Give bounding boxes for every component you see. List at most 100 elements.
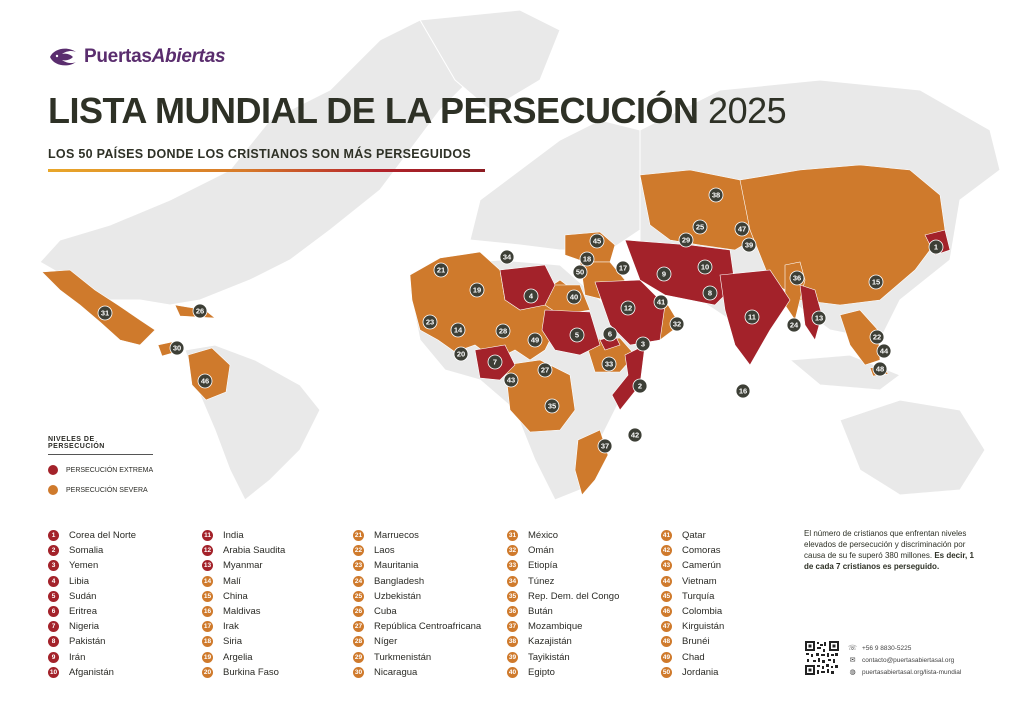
rank-badge: 29 (353, 651, 364, 663)
marker-label: 34 (503, 253, 512, 262)
map-marker[interactable]: 34 (499, 249, 515, 265)
marker-label: 24 (790, 321, 799, 330)
list-item: 47 Kirguistán (661, 619, 811, 634)
map-marker[interactable]: 45 (589, 233, 605, 249)
rank-badge: 8 (48, 636, 59, 648)
rank-badge: 7 (48, 621, 59, 633)
list-item: 6 Eritrea (48, 604, 198, 619)
page-subtitle: LOS 50 PAÍSES DONDE LOS CRISTIANOS SON M… (48, 147, 471, 161)
map-marker[interactable]: 14 (450, 322, 466, 338)
map-marker[interactable]: 28 (495, 323, 511, 339)
map-marker[interactable]: 26 (192, 303, 208, 319)
map-marker[interactable]: 2 (632, 378, 648, 394)
marker-label: 35 (548, 402, 556, 411)
country-name: Turkmenistán (374, 651, 432, 663)
map-marker[interactable]: 7 (487, 354, 503, 370)
country-name: Siria (223, 636, 243, 648)
marker-label: 20 (457, 350, 465, 359)
map-marker[interactable]: 30 (169, 340, 185, 356)
map-marker[interactable]: 49 (527, 332, 543, 348)
map-marker[interactable]: 25 (692, 219, 708, 235)
list-item: 30 Nicaragua (353, 665, 503, 680)
map-marker[interactable]: 50 (572, 264, 588, 280)
map-marker[interactable]: 11 (744, 309, 760, 325)
map-marker[interactable]: 32 (669, 316, 685, 332)
land-indonesia (788, 354, 902, 391)
map-marker[interactable]: 41 (653, 294, 669, 310)
country-list-column: 31 México 32 Omán 33 Etiopía 34 Túnez 35 Rep. Dem… (507, 528, 657, 680)
legend-severe-label: PERSECUCIÓN SEVERA (66, 486, 148, 494)
globe-icon: ◍ (849, 669, 856, 676)
map-marker[interactable]: 39 (741, 237, 757, 253)
rank-badge: 38 (507, 636, 518, 648)
legend-title: NIVELES DE PERSECUCIÓN (48, 436, 153, 455)
map-marker[interactable]: 5 (569, 327, 585, 343)
map-marker[interactable]: 43 (503, 372, 519, 388)
country-name: Camerún (682, 560, 722, 572)
map-marker[interactable]: 48 (872, 361, 888, 377)
map-marker[interactable]: 35 (544, 398, 560, 414)
region-libya (499, 264, 556, 311)
map-marker[interactable]: 44 (876, 343, 892, 359)
list-item: 33 Etiopía (507, 558, 657, 573)
rank-badge: 40 (507, 666, 518, 678)
marker-label: 43 (507, 376, 515, 385)
marker-circle (735, 383, 751, 399)
marker-circle (503, 372, 519, 388)
map-marker[interactable]: 4 (523, 288, 539, 304)
map-marker[interactable]: 8 (702, 285, 718, 301)
map-marker[interactable]: 6 (602, 326, 618, 342)
rank-badge: 5 (48, 590, 59, 602)
map-marker[interactable]: 23 (422, 314, 438, 330)
rank-badge: 3 (48, 560, 59, 572)
contact-web[interactable]: ◍ puertasabiertasal.org/lista-mundial (848, 666, 961, 678)
map-marker[interactable]: 12 (620, 300, 636, 316)
list-item: 27 República Centroafricana (353, 619, 503, 634)
map-marker[interactable]: 24 (786, 317, 802, 333)
rank-badge: 48 (661, 636, 672, 648)
map-marker[interactable]: 33 (601, 356, 617, 372)
map-marker[interactable]: 29 (678, 232, 694, 248)
marker-circle (868, 274, 884, 290)
map-marker[interactable]: 27 (537, 362, 553, 378)
map-marker[interactable]: 47 (734, 221, 750, 237)
map-marker[interactable]: 16 (735, 383, 751, 399)
map-marker[interactable]: 21 (433, 262, 449, 278)
map-marker[interactable]: 1 (928, 239, 944, 255)
land-greenland (419, 9, 561, 111)
map-marker[interactable]: 18 (579, 251, 595, 267)
map-marker[interactable]: 10 (697, 259, 713, 275)
rank-badge: 37 (507, 621, 518, 633)
qr-code[interactable] (805, 641, 839, 675)
map-marker[interactable]: 15 (868, 274, 884, 290)
map-marker[interactable]: 13 (811, 310, 827, 326)
marker-circle (453, 346, 469, 362)
map-marker[interactable]: 9 (656, 266, 672, 282)
map-marker[interactable]: 46 (197, 373, 213, 389)
region-colombia (187, 347, 231, 401)
map-marker[interactable]: 22 (869, 329, 885, 345)
marker-circle (615, 260, 631, 276)
map-marker[interactable]: 40 (566, 289, 582, 305)
map-marker[interactable]: 38 (708, 187, 724, 203)
map-marker[interactable]: 20 (453, 346, 469, 362)
marker-circle (653, 294, 669, 310)
contact-phone[interactable]: ☏ +56 9 8830-5225 (848, 642, 961, 654)
marker-label: 19 (473, 286, 481, 295)
map-marker[interactable]: 19 (469, 282, 485, 298)
map-marker[interactable]: 36 (789, 270, 805, 286)
marker-circle (422, 314, 438, 330)
map-marker[interactable]: 37 (597, 438, 613, 454)
contact-email[interactable]: ✉ contacto@puertasabiertasal.org (848, 654, 961, 666)
marker-label: 3 (641, 340, 645, 349)
contact-info: ☏ +56 9 8830-5225 ✉ contacto@puertasabie… (848, 642, 961, 678)
marker-label: 31 (101, 309, 109, 318)
map-marker[interactable]: 17 (615, 260, 631, 276)
map-marker[interactable]: 42 (627, 427, 643, 443)
marker-label: 36 (793, 274, 801, 283)
map-marker[interactable]: 31 (97, 305, 113, 321)
rank-badge: 27 (353, 621, 364, 633)
rank-badge: 31 (507, 530, 518, 542)
country-name: China (223, 590, 248, 602)
map-marker[interactable]: 3 (635, 336, 651, 352)
